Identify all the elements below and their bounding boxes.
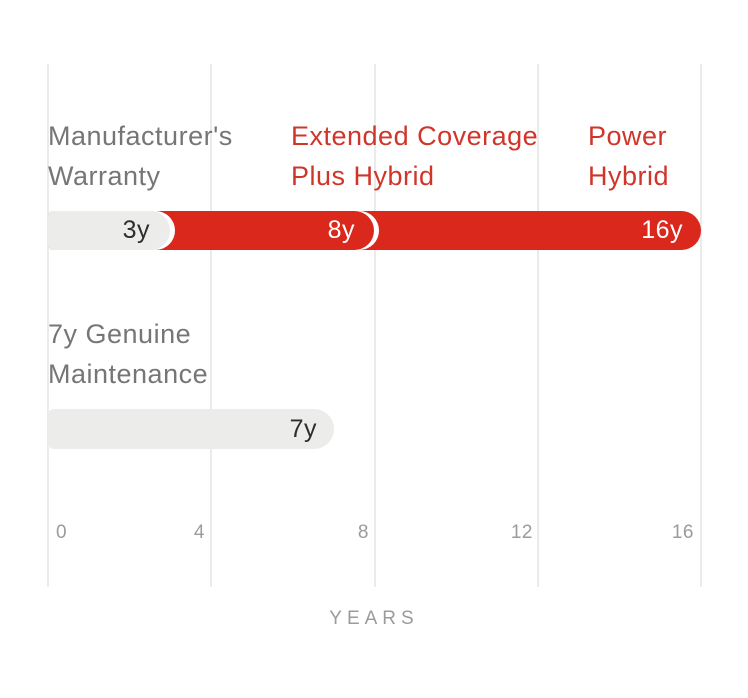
gridline-8 <box>374 64 376 587</box>
label-line-2: Warranty <box>48 161 161 191</box>
label-power-hybrid: Power Hybrid <box>588 116 669 196</box>
segment-value-label: 16y <box>641 216 683 244</box>
gridline-0 <box>47 64 49 587</box>
label-extended-coverage-plus-hybrid: Extended Coverage Plus Hybrid <box>291 116 538 196</box>
bar-row-maintenance: 7y <box>0 409 748 449</box>
gridline-4 <box>210 64 212 587</box>
segment-value-label: 3y <box>122 216 150 244</box>
segment-genuine-maintenance-7y: 7y <box>48 409 334 449</box>
x-tick-0: 0 <box>56 522 68 543</box>
label-manufacturers-warranty: Manufacturer's Warranty <box>48 116 233 196</box>
label-line-1: Power <box>588 121 668 151</box>
label-line-1: 7y Genuine <box>48 319 192 349</box>
label-genuine-maintenance: 7y Genuine Maintenance <box>48 314 208 394</box>
x-tick-8: 8 <box>357 522 369 543</box>
x-tick-16: 16 <box>671 522 694 543</box>
x-axis-title: YEARS <box>329 608 419 629</box>
segment-value-label: 7y <box>289 414 317 443</box>
gridline-12 <box>537 64 539 587</box>
label-line-2: Maintenance <box>48 359 209 389</box>
label-line-2: Hybrid <box>588 161 670 191</box>
label-line-2: Plus Hybrid <box>291 161 435 191</box>
bar-row-warranty: 16y 8y 3y <box>0 211 748 250</box>
x-tick-12: 12 <box>510 522 533 543</box>
x-tick-4: 4 <box>193 522 205 543</box>
label-line-1: Manufacturer's <box>48 121 233 151</box>
label-line-1: Extended Coverage <box>291 121 539 151</box>
segment-manufacturers-warranty-3y: 3y <box>48 211 170 250</box>
gridline-16 <box>700 64 702 587</box>
segment-value-label: 8y <box>327 216 355 244</box>
